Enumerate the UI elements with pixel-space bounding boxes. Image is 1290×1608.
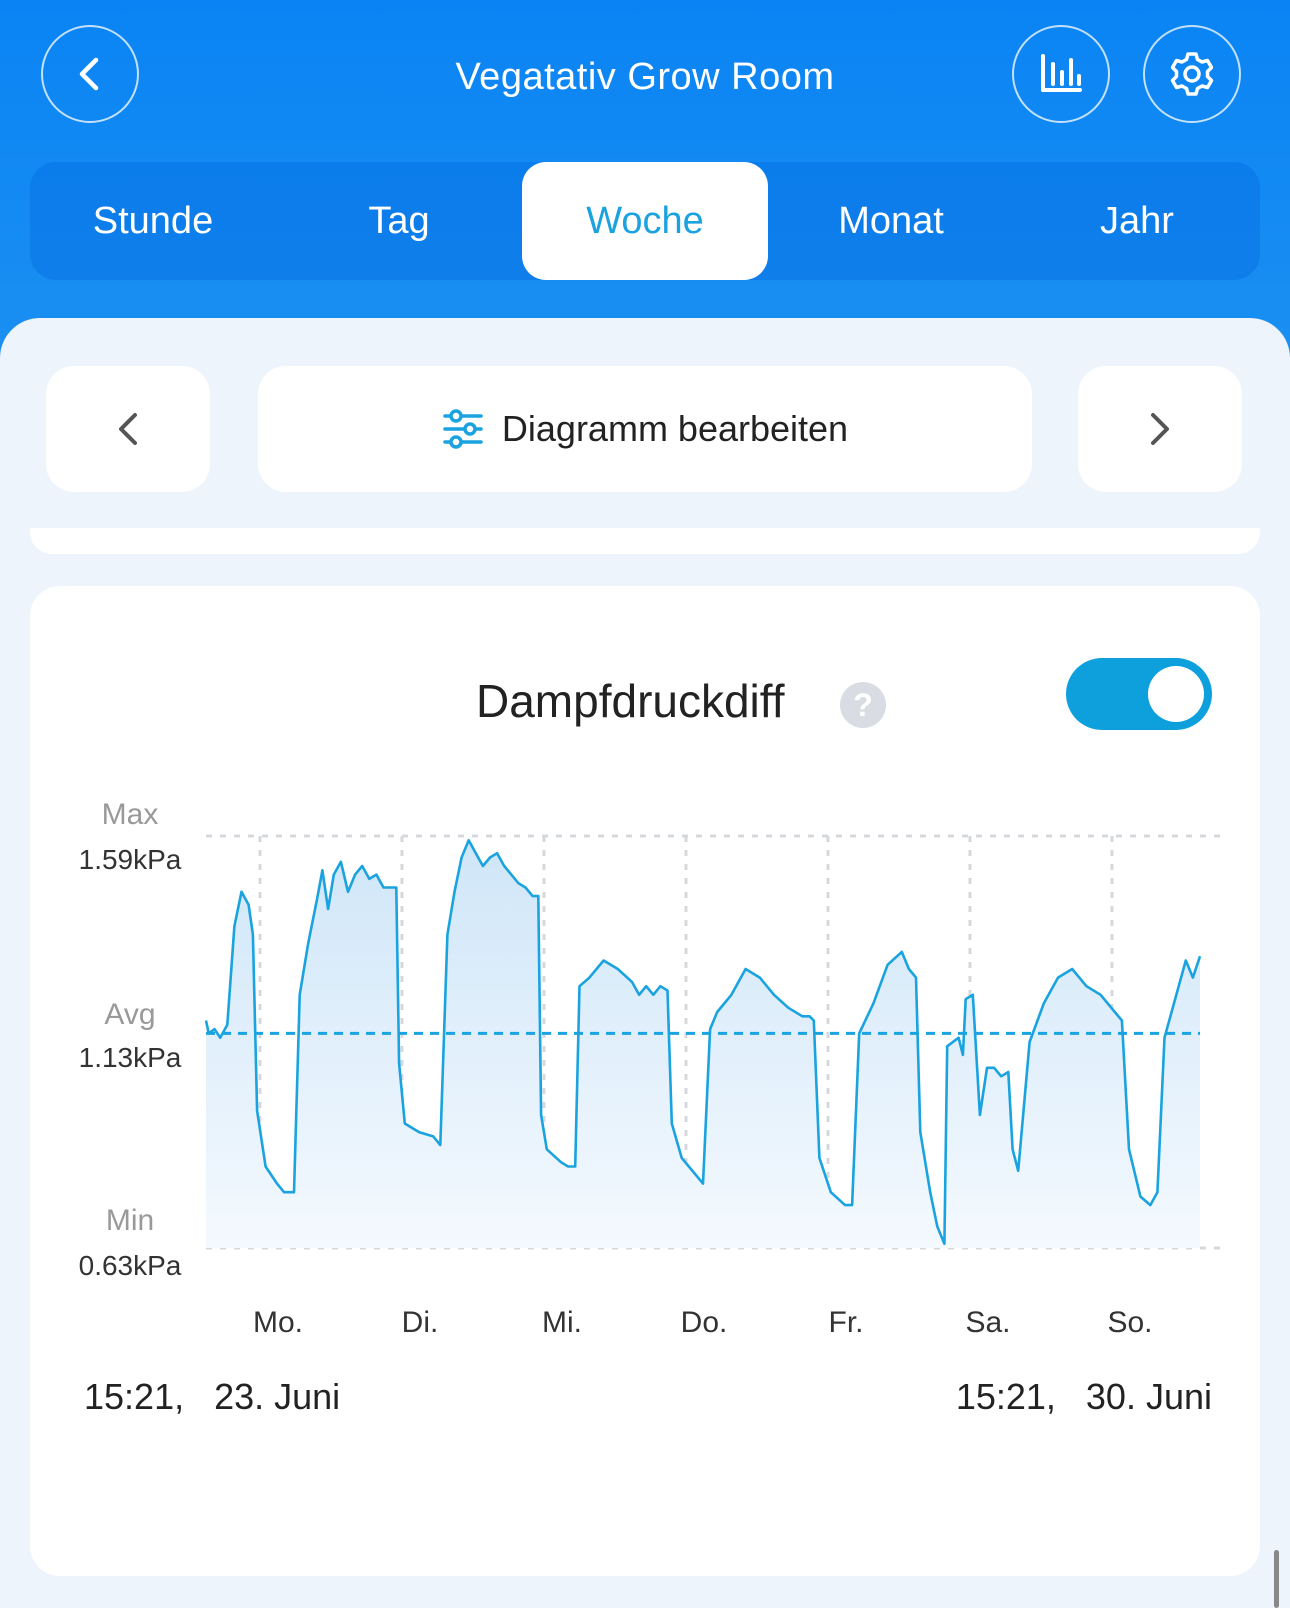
chevron-left-icon [79, 57, 99, 91]
tab-stunde[interactable]: Stunde [92, 199, 214, 242]
tab-monat[interactable]: Monat [838, 199, 944, 242]
chart-area-fill [206, 840, 1200, 1248]
y-label-min-key: Min [105, 1204, 155, 1237]
statistics-button[interactable] [1012, 25, 1110, 123]
page-title: Vegatativ Grow Room [455, 56, 835, 98]
x-label-fr: Fr. [828, 1306, 864, 1339]
chart-toggle[interactable] [1066, 658, 1212, 730]
y-label-min-value: 0.63kPa [78, 1250, 182, 1281]
y-label-avg-key: Avg [104, 998, 156, 1031]
sliders-icon [443, 409, 483, 449]
chart-card: Dampfdruckdiff ? Max 1.59kPa Avg 1.13kPa… [30, 586, 1260, 1576]
collapsed-card-edge [30, 528, 1260, 554]
content-sheet: Diagramm bearbeiten Dampfdruckdiff ? Max… [0, 318, 1290, 1608]
vpd-chart [204, 834, 1220, 1250]
chart-title: Dampfdruckdiff [476, 675, 785, 727]
tab-tag[interactable]: Tag [368, 199, 430, 242]
chart-series-line [204, 839, 1202, 1245]
range-start: 15:21, 23. Juni [84, 1376, 341, 1417]
x-label-di: Di. [401, 1306, 439, 1339]
scrollbar[interactable] [1274, 1550, 1279, 1608]
gear-icon [1170, 52, 1214, 96]
y-label-max-key: Max [101, 798, 159, 831]
bar-chart-icon [1041, 54, 1082, 92]
previous-period-button[interactable] [46, 366, 210, 492]
x-label-mi: Mi. [542, 1306, 582, 1339]
tab-jahr[interactable]: Jahr [1100, 199, 1174, 242]
tab-woche[interactable]: Woche [522, 162, 768, 280]
range-end: 15:21, 30. Juni [955, 1376, 1212, 1417]
app-header: Vegatativ Grow Room Stunde Tag Woche Mon… [0, 0, 1290, 340]
chevron-right-icon [1151, 413, 1169, 445]
toggle-knob [1148, 666, 1204, 722]
edit-chart-label: Diagramm bearbeiten [501, 408, 849, 449]
x-label-mo: Mo. [252, 1306, 303, 1339]
y-label-avg-value: 1.13kPa [78, 1042, 182, 1073]
next-period-button[interactable] [1078, 366, 1242, 492]
x-label-so: So. [1107, 1306, 1153, 1339]
back-button[interactable] [41, 25, 139, 123]
period-tabs: Stunde Tag Woche Monat Jahr [30, 162, 1260, 280]
settings-button[interactable] [1143, 25, 1241, 123]
edit-chart-button[interactable]: Diagramm bearbeiten [258, 366, 1032, 492]
x-label-sa: Sa. [965, 1306, 1011, 1339]
y-label-max-value: 1.59kPa [78, 844, 182, 875]
help-icon[interactable]: ? [840, 682, 886, 728]
chevron-left-icon [119, 413, 137, 445]
x-label-do: Do. [680, 1306, 728, 1339]
